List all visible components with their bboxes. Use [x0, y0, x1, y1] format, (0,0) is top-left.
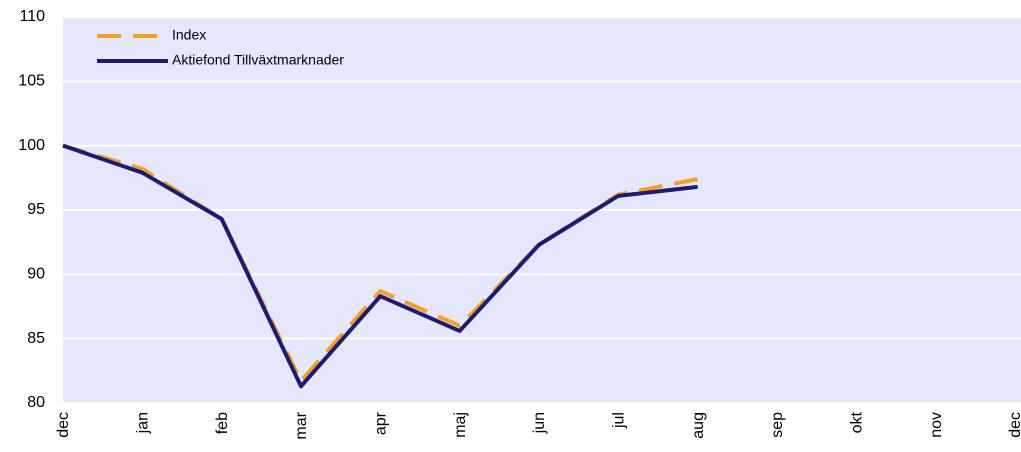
x-tick-label: sep	[769, 412, 786, 438]
x-tick-label: jan	[135, 412, 152, 434]
y-tick-label: 110	[19, 8, 45, 25]
y-tick-label: 85	[27, 330, 45, 347]
x-tick-label: okt	[849, 411, 866, 433]
legend-label: Aktiefond Tillväxtmarknader	[172, 52, 344, 68]
x-tick-label: jun	[531, 412, 548, 434]
y-tick-label: 90	[27, 266, 45, 283]
x-tick-label: nov	[928, 412, 945, 438]
x-tick-label: jul	[611, 412, 628, 429]
series-line	[62, 143, 698, 389]
x-tick-label: apr	[373, 411, 390, 435]
x-tick-label: dec	[1007, 412, 1021, 438]
y-tick-label: 105	[18, 73, 45, 90]
x-tick-label: mar	[293, 411, 310, 439]
y-tick-label: 95	[27, 201, 45, 218]
x-tick-label: dec	[55, 412, 72, 438]
x-tick-label: aug	[690, 412, 707, 439]
x-tick-label: maj	[452, 412, 469, 438]
legend-label: Index	[172, 27, 206, 43]
y-tick-label: 80	[27, 394, 45, 411]
y-tick-label: 100	[18, 137, 45, 154]
x-tick-label: feb	[214, 412, 231, 434]
